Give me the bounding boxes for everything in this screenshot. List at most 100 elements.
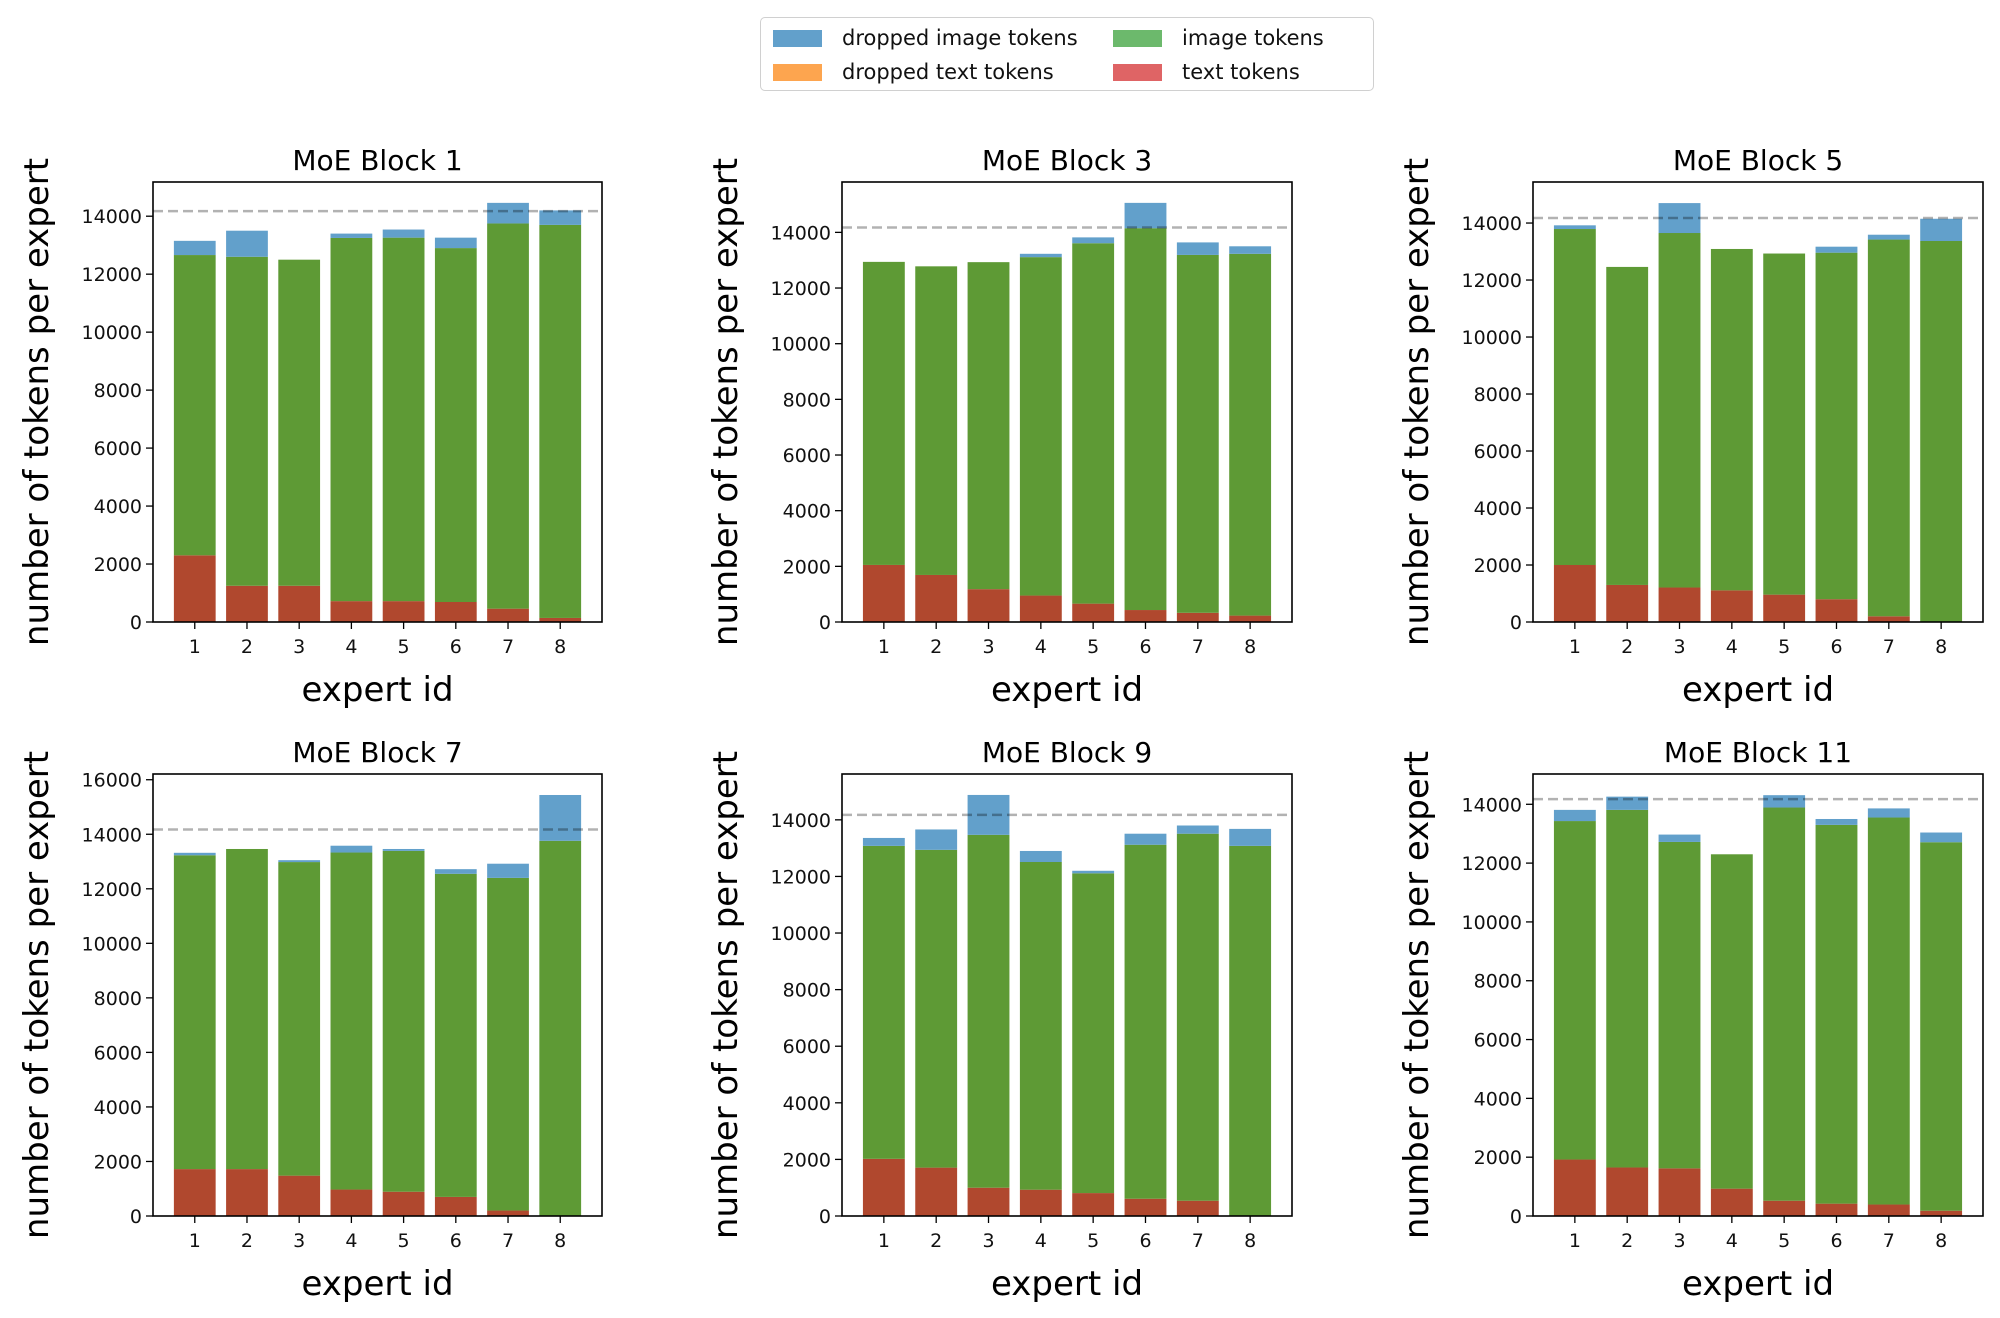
- x-tick-label: 4: [1035, 1230, 1047, 1252]
- x-tick-label: 2: [1621, 1230, 1633, 1252]
- x-tick-label: 1: [189, 636, 201, 658]
- bar-dropped-image-tokens: [226, 230, 268, 257]
- x-tick-label: 2: [930, 636, 942, 658]
- x-tick-label: 2: [1621, 636, 1633, 658]
- bar-text-tokens: [226, 585, 268, 622]
- bar-dropped-image-tokens: [1658, 203, 1701, 234]
- y-tick-label: 14000: [771, 222, 831, 244]
- bar-dropped-image-tokens: [915, 829, 958, 850]
- bar-image-tokens: [278, 862, 321, 1176]
- legend-swatch: [773, 29, 822, 47]
- bar-dropped-image-tokens: [382, 229, 425, 238]
- x-tick-label: 2: [241, 1230, 253, 1252]
- axes-frame: [152, 181, 603, 623]
- bar-image-tokens: [1710, 248, 1753, 591]
- x-tick-label: 6: [1139, 1230, 1151, 1252]
- x-tick-label: 6: [450, 636, 462, 658]
- legend-label: image tokens: [1182, 26, 1324, 50]
- bar-text-tokens: [278, 1175, 321, 1216]
- x-tick-label: 4: [1726, 636, 1738, 658]
- bar-image-tokens: [862, 845, 905, 1159]
- x-tick-label: 4: [345, 1230, 357, 1252]
- legend-item-text-tokens: text tokens: [1113, 55, 1373, 89]
- bar-image-tokens: [1553, 821, 1596, 1160]
- bar-image-tokens: [278, 259, 321, 586]
- bar-image-tokens: [1072, 873, 1115, 1194]
- bar-image-tokens: [967, 262, 1010, 590]
- bar-text-tokens: [1019, 595, 1062, 622]
- x-tick-label: 3: [1673, 1230, 1685, 1252]
- bar-text-tokens: [173, 1169, 216, 1216]
- x-tick-label: 6: [450, 1230, 462, 1252]
- x-tick-label: 4: [1035, 636, 1047, 658]
- y-tick-label: 2000: [783, 556, 831, 578]
- x-tick-label: 1: [878, 636, 890, 658]
- bar-dropped-image-tokens: [1072, 870, 1115, 874]
- bar-text-tokens: [382, 1191, 425, 1216]
- y-tick-label: 2000: [1474, 1147, 1522, 1169]
- x-tick-label: 6: [1830, 1230, 1842, 1252]
- bar-image-tokens: [915, 849, 958, 1168]
- y-tick-label: 6000: [1474, 441, 1522, 463]
- bar-text-tokens: [915, 1167, 958, 1216]
- bar-dropped-image-tokens: [1229, 828, 1272, 846]
- y-tick-label: 4000: [1474, 498, 1522, 520]
- bar-dropped-image-tokens: [1019, 253, 1062, 258]
- x-axis-label: expert id: [991, 670, 1143, 710]
- bar-text-tokens: [539, 617, 582, 622]
- bar-image-tokens: [539, 840, 582, 1216]
- bar-text-tokens: [1710, 590, 1753, 622]
- x-tick-label: 7: [502, 1230, 514, 1252]
- y-axis-label: number of tokens per expert: [1397, 751, 1437, 1239]
- x-tick-label: 3: [982, 1230, 994, 1252]
- bar-text-tokens: [226, 1169, 268, 1216]
- bar-text-tokens: [434, 602, 477, 622]
- y-tick-label: 10000: [82, 933, 142, 955]
- y-tick-label: 6000: [94, 438, 142, 460]
- x-tick-label: 7: [502, 636, 514, 658]
- bar-text-tokens: [173, 555, 216, 622]
- y-tick-label: 4000: [1474, 1088, 1522, 1110]
- bar-dropped-image-tokens: [173, 852, 216, 856]
- bar-text-tokens: [1553, 565, 1596, 622]
- x-tick-label: 5: [1778, 636, 1790, 658]
- bar-dropped-image-tokens: [539, 794, 582, 841]
- bar-text-tokens: [1176, 1200, 1219, 1216]
- y-tick-label: 8000: [783, 389, 831, 411]
- bar-dropped-image-tokens: [1072, 237, 1115, 244]
- x-tick-label: 3: [293, 1230, 305, 1252]
- x-tick-label: 8: [1244, 1230, 1256, 1252]
- x-tick-label: 5: [1087, 1230, 1099, 1252]
- bar-text-tokens: [1763, 1200, 1806, 1216]
- bar-text-tokens: [862, 564, 905, 622]
- bar-image-tokens: [862, 261, 905, 565]
- bar-dropped-image-tokens: [862, 837, 905, 846]
- bar-image-tokens: [487, 877, 529, 1211]
- bar-dropped-image-tokens: [1019, 850, 1062, 863]
- bar-text-tokens: [278, 585, 321, 622]
- bar-dropped-image-tokens: [1176, 242, 1219, 255]
- bar-text-tokens: [1815, 599, 1858, 622]
- y-tick-label: 0: [1510, 1206, 1522, 1228]
- bar-dropped-image-tokens: [1553, 225, 1596, 230]
- y-tick-label: 10000: [82, 322, 142, 344]
- bar-image-tokens: [1176, 254, 1219, 613]
- bar-image-tokens: [1867, 817, 1910, 1205]
- y-tick-label: 8000: [94, 380, 142, 402]
- bar-image-tokens: [1710, 854, 1753, 1189]
- bar-text-tokens: [1124, 610, 1167, 622]
- bar-dropped-image-tokens: [1867, 808, 1910, 818]
- y-tick-label: 4000: [783, 1093, 831, 1115]
- axes-frame: [1532, 773, 1984, 1217]
- panel-title: MoE Block 3: [982, 144, 1152, 177]
- bar-image-tokens: [226, 848, 268, 1170]
- bar-text-tokens: [1553, 1159, 1596, 1216]
- bar-image-tokens: [1229, 845, 1272, 1216]
- bar-text-tokens: [1072, 1193, 1115, 1216]
- bar-text-tokens: [382, 601, 425, 622]
- bar-dropped-image-tokens: [330, 233, 373, 238]
- axes-frame: [841, 773, 1293, 1217]
- x-axis-label: expert id: [301, 670, 453, 710]
- y-tick-label: 6000: [94, 1042, 142, 1064]
- bar-image-tokens: [382, 237, 425, 602]
